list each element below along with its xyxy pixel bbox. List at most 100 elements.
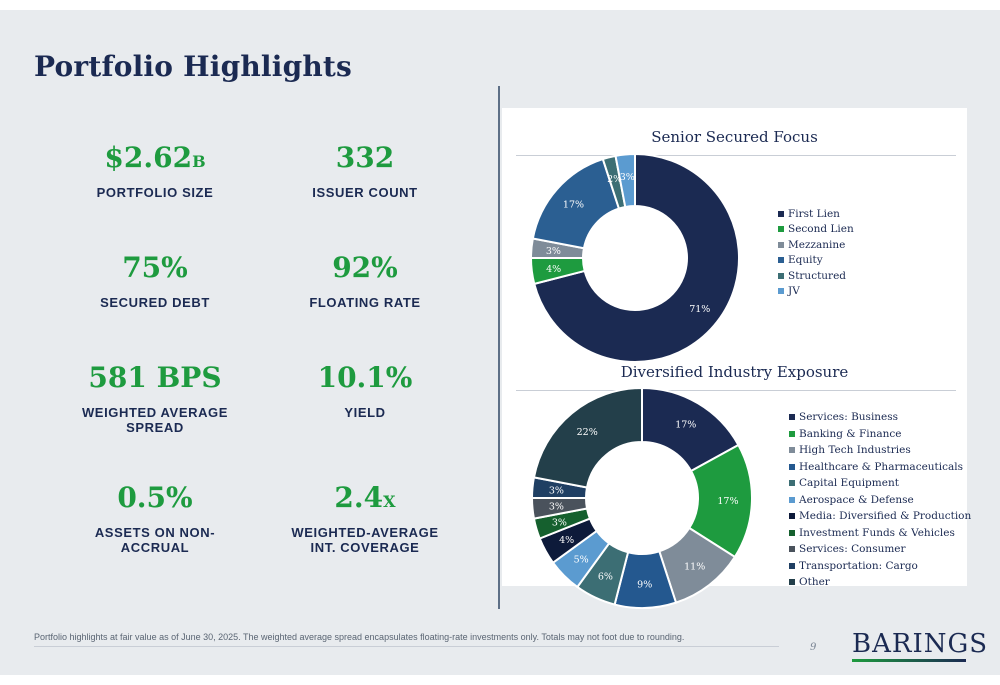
legend-swatch: [789, 430, 795, 437]
company-logo: BARINGS: [852, 630, 988, 662]
legend-senior-secured: First Lien Second Lien Mezzanine Equity Stru…: [778, 206, 854, 299]
legend-label: Equity: [788, 254, 823, 267]
vertical-divider: [498, 86, 500, 609]
metric-label: ASSETS ON NON-ACCRUAL: [94, 525, 216, 555]
donut-slice-jv: [614, 152, 636, 209]
legend-item-investment-funds-vehicles: Investment Funds & Vehicles: [789, 525, 971, 542]
legend-label: Services: Business: [799, 411, 899, 424]
legend-swatch: [789, 529, 795, 536]
legend-label: Investment Funds & Vehicles: [799, 526, 955, 539]
legend-label: High Tech Industries: [799, 444, 911, 457]
donut-chart-senior-secured: 71%4%3%17%2%3%: [529, 152, 740, 363]
data-label-high-tech-industries: 11%: [684, 561, 705, 572]
legend-swatch: [789, 414, 795, 421]
data-label-equity: 17%: [563, 199, 584, 210]
legend-swatch: [778, 210, 784, 217]
legend-item-media-diversified-production: Media: Diversified & Production: [789, 508, 971, 525]
legend-item-mezzanine: Mezzanine: [778, 237, 854, 253]
legend-swatch: [789, 496, 795, 503]
donut-chart-industry-exposure: 17% 17% 11% 9% 6% 5%4% 3% 3% 3% 22%: [530, 386, 753, 609]
data-label-jv: 3%: [620, 172, 635, 183]
metric-yield: 10.1% YIELD: [265, 361, 465, 420]
metric-label: ISSUER COUNT: [312, 185, 418, 200]
legend-swatch: [778, 272, 784, 279]
page-number: 9: [810, 642, 817, 653]
metric-label: FLOATING RATE: [309, 295, 421, 310]
legend-item-other: Other: [789, 574, 971, 591]
data-label-banking-finance: 17%: [717, 496, 738, 507]
legend-label: Structured: [788, 269, 847, 282]
legend-label: Services: Consumer: [799, 543, 906, 556]
legend-item-healthcare-pharmaceuticals: Healthcare & Pharmaceuticals: [789, 459, 971, 476]
metric-floating-rate: 92% FLOATING RATE: [265, 251, 465, 310]
legend-item-banking-finance: Banking & Finance: [789, 426, 971, 443]
data-label-services-business: 17%: [675, 419, 696, 430]
metric-label: WEIGHTED-AVERAGE INT. COVERAGE: [291, 525, 439, 555]
chart-title-rule: [516, 390, 956, 391]
legend-item-aerospace-defense: Aerospace & Defense: [789, 492, 971, 509]
legend-industry-exposure: Services: Business Banking & Finance High …: [789, 409, 971, 591]
data-label-investment-funds-vehicles: 3%: [552, 517, 567, 528]
legend-swatch: [789, 579, 795, 586]
legend-label: Healthcare & Pharmaceuticals: [799, 460, 964, 473]
legend-label: Mezzanine: [788, 238, 846, 251]
legend-item-jv: JV: [778, 284, 854, 300]
metric-label: YIELD: [344, 405, 386, 420]
data-label-services-consumer: 3%: [549, 502, 564, 513]
legend-label: Other: [799, 576, 830, 589]
legend-label: Capital Equipment: [799, 477, 899, 490]
legend-swatch: [789, 447, 795, 454]
legend-label: JV: [788, 285, 800, 298]
legend-swatch: [789, 480, 795, 487]
metric-label: PORTFOLIO SIZE: [96, 185, 214, 200]
legend-label: First Lien: [788, 207, 840, 220]
legend-item-second-lien: Second Lien: [778, 222, 854, 238]
data-label-first-lien: 71%: [689, 304, 710, 315]
metric-value: $2.62B: [104, 141, 206, 174]
metric-label: WEIGHTED AVERAGE SPREAD: [81, 405, 229, 435]
chart-title-industry-exposure: Diversified Industry Exposure: [620, 363, 849, 381]
donut-slice-first-lien: [533, 152, 740, 363]
metric-value: 0.5%: [117, 481, 193, 514]
legend-swatch: [789, 513, 795, 520]
legend-swatch: [778, 257, 784, 264]
legend-item-first-lien: First Lien: [778, 206, 854, 222]
data-label-media-diversified-production: 4%: [559, 535, 574, 546]
legend-label: Second Lien: [788, 223, 854, 236]
legend-item-equity: Equity: [778, 253, 854, 269]
metric-non-accrual: 0.5% ASSETS ON NON-ACCRUAL: [55, 481, 255, 555]
legend-swatch: [778, 288, 784, 295]
data-label-structured: 2%: [607, 174, 622, 185]
legend-label: Media: Diversified & Production: [799, 510, 972, 523]
data-label-second-lien: 4%: [546, 264, 561, 275]
metric-portfolio-size: $2.62B PORTFOLIO SIZE: [55, 141, 255, 200]
legend-item-services-consumer: Services: Consumer: [789, 541, 971, 558]
legend-swatch: [778, 226, 784, 233]
metric-weighted-average-spread: 581 BPS WEIGHTED AVERAGE SPREAD: [55, 361, 255, 435]
legend-swatch: [789, 562, 795, 569]
metric-value: 332: [335, 141, 395, 174]
metric-value: 10.1%: [317, 361, 413, 394]
legend-swatch: [789, 463, 795, 470]
data-label-healthcare-pharmaceuticals: 9%: [637, 579, 652, 590]
data-label-other: 22%: [577, 427, 598, 438]
metric-value: 75%: [122, 251, 188, 284]
footnote: Portfolio highlights at fair value as of…: [34, 632, 685, 642]
data-label-transportation-cargo: 3%: [549, 485, 564, 496]
metric-value: 2.4X: [334, 481, 396, 514]
metric-issuer-count: 332 ISSUER COUNT: [265, 141, 465, 200]
chart-title-senior-secured: Senior Secured Focus: [651, 128, 818, 146]
legend-swatch: [789, 546, 795, 553]
legend-label: Banking & Finance: [799, 427, 902, 440]
chart-title-rule: [516, 155, 956, 156]
data-label-capital-equipment: 6%: [598, 571, 613, 582]
charts-panel: Senior Secured Focus 71% 4% 3% 17% 2% 3% Firs…: [502, 108, 971, 609]
data-label-aerospace-defense: 5%: [574, 554, 589, 565]
legend-item-structured: Structured: [778, 268, 854, 284]
metric-secured-debt: 75% SECURED DEBT: [55, 251, 255, 310]
legend-item-transportation-cargo: Transportation: Cargo: [789, 558, 971, 575]
metric-label: SECURED DEBT: [100, 295, 210, 310]
legend-label: Aerospace & Defense: [799, 493, 914, 506]
donut-slice-other: [532, 386, 643, 489]
legend-item-high-tech-industries: High Tech Industries: [789, 442, 971, 459]
